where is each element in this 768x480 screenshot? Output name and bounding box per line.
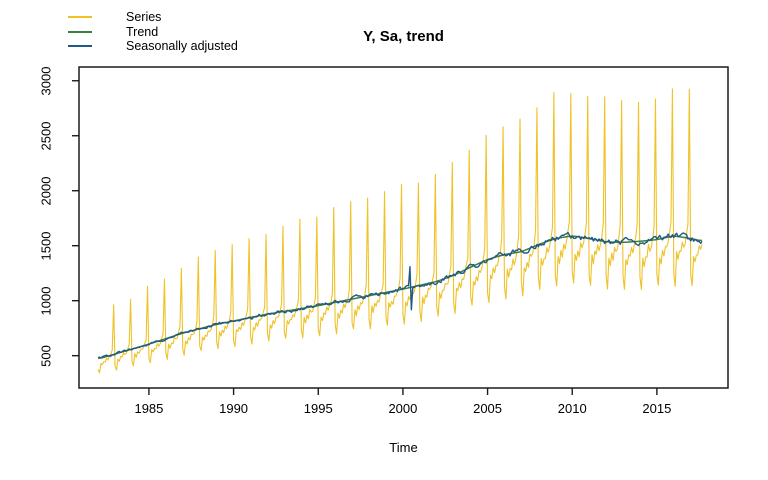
trend-line-swatch [68,30,92,33]
x-tick-label: 2005 [473,401,503,416]
x-tick-label: 1995 [303,401,333,416]
x-axis-title: Time [389,440,418,455]
y-tick-label: 3000 [38,66,54,96]
legend-item-trend: Trend [68,25,238,40]
sa-line [97,231,703,359]
legend-item-seasonally-adjusted: Seasonally adjusted [68,39,238,54]
y-tick-label: 2500 [38,121,54,151]
legend: Series Trend Seasonally adjusted [68,10,238,54]
legend-label-trend: Trend [126,24,159,39]
y-tick-label: 1000 [38,286,54,316]
legend-label-series: Series [126,10,162,25]
series-line [97,88,703,374]
sa-line-swatch [68,45,92,48]
x-tick-label: 2010 [557,401,587,416]
chart-title: Y, Sa, trend [363,28,444,45]
x-tick-label: 2015 [642,401,672,416]
x-tick-label: 2000 [388,401,418,416]
x-tick-label: 1985 [134,401,164,416]
y-tick-label: 1500 [38,231,54,261]
plot-border [78,66,729,389]
axis-ticks [72,80,658,395]
y-tick-label: 500 [38,344,54,367]
y-tick-label: 2000 [38,176,54,206]
x-tick-label: 1990 [219,401,249,416]
series-line-swatch [68,16,92,19]
legend-item-series: Series [68,10,238,25]
legend-label-seasonally-adjusted: Seasonally adjusted [126,39,238,54]
